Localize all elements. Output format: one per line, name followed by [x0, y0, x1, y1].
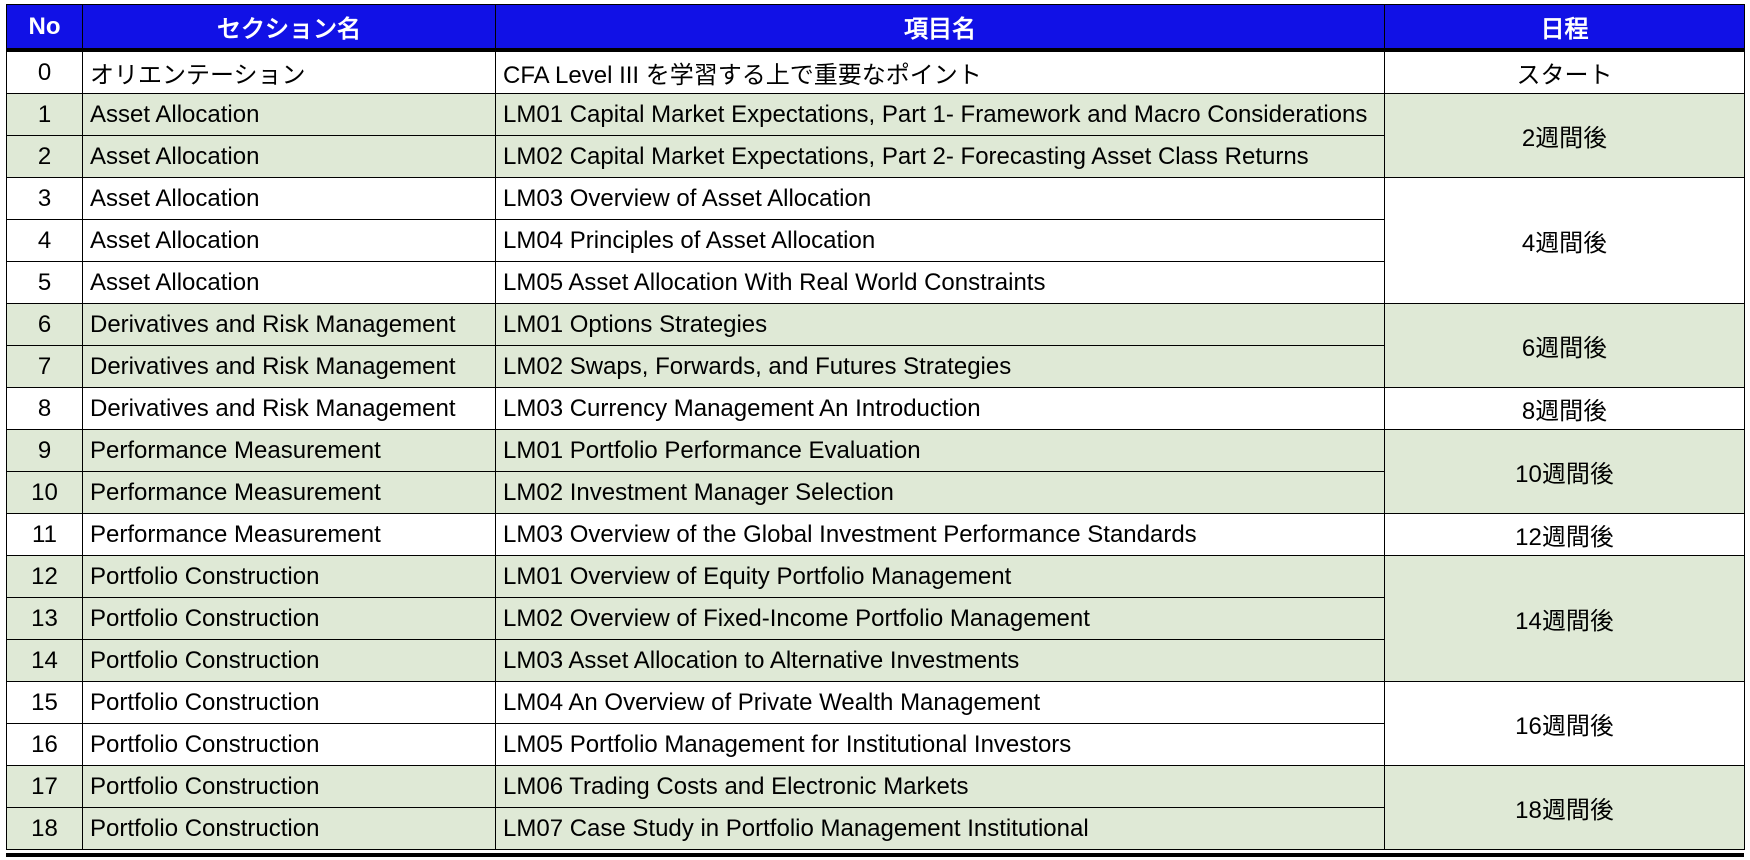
- cell-schedule[interactable]: 2週間後: [1384, 93, 1745, 178]
- cell-section[interactable]: Asset Allocation: [82, 93, 496, 136]
- table-row: 8 Derivatives and Risk Management LM03 Cur…: [6, 387, 1745, 430]
- cell-section[interactable]: Portfolio Construction: [82, 765, 496, 808]
- table-row: 7 Derivatives and Risk Management LM02 Swa…: [6, 345, 1745, 388]
- cell-section[interactable]: Portfolio Construction: [82, 555, 496, 598]
- header-row: No セクション名 項目名 日程: [6, 4, 1745, 52]
- cell-no[interactable]: 3: [6, 177, 83, 220]
- cell-item[interactable]: LM02 Capital Market Expectations, Part 2…: [495, 135, 1385, 178]
- cell-section[interactable]: Derivatives and Risk Management: [82, 303, 496, 346]
- table-row: 3 Asset Allocation LM03 Overview of Asset …: [6, 177, 1745, 304]
- table-row: 13 Portfolio Construction LM02 Overview of…: [6, 597, 1745, 640]
- header-schedule[interactable]: 日程: [1384, 4, 1745, 52]
- cell-item[interactable]: LM03 Asset Allocation to Alternative Inv…: [495, 639, 1385, 682]
- table-row: 6 Derivatives and Risk Management LM01 Opt…: [6, 303, 1745, 388]
- cell-section[interactable]: Portfolio Construction: [82, 723, 496, 766]
- cell-item[interactable]: CFA Level III を学習する上で重要なポイント: [495, 49, 1385, 94]
- cell-section[interactable]: Performance Measurement: [82, 513, 496, 556]
- table-row: 10 Performance Measurement LM02 Investment…: [6, 471, 1745, 514]
- cell-item[interactable]: LM07 Case Study in Portfolio Management …: [495, 807, 1385, 850]
- table-row: 14 Portfolio Construction LM03 Asset Alloc…: [6, 639, 1745, 682]
- cell-section[interactable]: Portfolio Construction: [82, 681, 496, 724]
- table-body: 0 オリエンテーション CFA Level III を学習する上で重要なポイント スタ…: [6, 49, 1745, 850]
- cell-no[interactable]: 16: [6, 723, 83, 766]
- cell-no[interactable]: 11: [6, 513, 83, 556]
- cell-section[interactable]: オリエンテーション: [82, 49, 496, 94]
- table-row: 4 Asset Allocation LM04 Principles of Asse…: [6, 219, 1745, 262]
- cell-no[interactable]: 18: [6, 807, 83, 850]
- cell-no[interactable]: 6: [6, 303, 83, 346]
- cell-no[interactable]: 1: [6, 93, 83, 136]
- cell-item[interactable]: LM02 Swaps, Forwards, and Futures Strate…: [495, 345, 1385, 388]
- header-item[interactable]: 項目名: [495, 4, 1385, 52]
- cell-schedule[interactable]: 4週間後: [1384, 177, 1745, 304]
- cell-item[interactable]: LM04 An Overview of Private Wealth Manag…: [495, 681, 1385, 724]
- cell-section[interactable]: Portfolio Construction: [82, 639, 496, 682]
- cell-section[interactable]: Asset Allocation: [82, 219, 496, 262]
- cell-item[interactable]: LM01 Capital Market Expectations, Part 1…: [495, 93, 1385, 136]
- cell-no[interactable]: 8: [6, 387, 83, 430]
- cell-no[interactable]: 2: [6, 135, 83, 178]
- table-row: 1 Asset Allocation LM01 Capital Market Exp…: [6, 93, 1745, 178]
- spreadsheet-table-container: No セクション名 項目名 日程 0 オリエンテーション CFA Level III…: [6, 4, 1745, 850]
- header-section[interactable]: セクション名: [82, 4, 496, 52]
- cell-schedule[interactable]: スタート: [1384, 49, 1745, 94]
- cell-section[interactable]: Asset Allocation: [82, 135, 496, 178]
- cell-item[interactable]: LM01 Portfolio Performance Evaluation: [495, 429, 1385, 472]
- cell-section[interactable]: Derivatives and Risk Management: [82, 345, 496, 388]
- cell-item[interactable]: LM06 Trading Costs and Electronic Market…: [495, 765, 1385, 808]
- table-row: 12 Portfolio Construction LM01 Overview of…: [6, 555, 1745, 682]
- table-row: 11 Performance Measurement LM03 Overview o…: [6, 513, 1745, 556]
- cell-schedule[interactable]: 12週間後: [1384, 513, 1745, 556]
- cell-section[interactable]: Asset Allocation: [82, 177, 496, 220]
- cell-no[interactable]: 17: [6, 765, 83, 808]
- cell-section[interactable]: Portfolio Construction: [82, 597, 496, 640]
- cell-item[interactable]: LM01 Overview of Equity Portfolio Manage…: [495, 555, 1385, 598]
- cell-item[interactable]: LM01 Options Strategies: [495, 303, 1385, 346]
- cell-item[interactable]: LM03 Overview of the Global Investment P…: [495, 513, 1385, 556]
- table-row: 2 Asset Allocation LM02 Capital Market Exp…: [6, 135, 1745, 178]
- cell-item[interactable]: LM04 Principles of Asset Allocation: [495, 219, 1385, 262]
- cell-no[interactable]: 9: [6, 429, 83, 472]
- cell-no[interactable]: 13: [6, 597, 83, 640]
- cell-schedule[interactable]: 14週間後: [1384, 555, 1745, 682]
- cell-schedule[interactable]: 10週間後: [1384, 429, 1745, 514]
- cell-no[interactable]: 10: [6, 471, 83, 514]
- table-row: 16 Portfolio Construction LM05 Portfolio M…: [6, 723, 1745, 766]
- cell-no[interactable]: 5: [6, 261, 83, 304]
- cell-schedule[interactable]: 16週間後: [1384, 681, 1745, 766]
- cell-section[interactable]: Asset Allocation: [82, 261, 496, 304]
- cell-section[interactable]: Derivatives and Risk Management: [82, 387, 496, 430]
- table-row: 0 オリエンテーション CFA Level III を学習する上で重要なポイント スタ…: [6, 49, 1745, 94]
- table-row: 5 Asset Allocation LM05 Asset Allocation W…: [6, 261, 1745, 304]
- cell-section[interactable]: Performance Measurement: [82, 429, 496, 472]
- cell-no[interactable]: 12: [6, 555, 83, 598]
- table-row: 18 Portfolio Construction LM07 Case Study …: [6, 807, 1745, 850]
- schedule-table: No セクション名 項目名 日程 0 オリエンテーション CFA Level III…: [6, 4, 1745, 850]
- cell-item[interactable]: LM05 Asset Allocation With Real World Co…: [495, 261, 1385, 304]
- cell-item[interactable]: LM02 Overview of Fixed-Income Portfolio …: [495, 597, 1385, 640]
- cell-item[interactable]: LM03 Currency Management An Introduction: [495, 387, 1385, 430]
- cell-schedule[interactable]: 8週間後: [1384, 387, 1745, 430]
- table-row: 17 Portfolio Construction LM06 Trading Cos…: [6, 765, 1745, 850]
- cell-no[interactable]: 7: [6, 345, 83, 388]
- cell-item[interactable]: LM03 Overview of Asset Allocation: [495, 177, 1385, 220]
- table-row: 9 Performance Measurement LM01 Portfolio P…: [6, 429, 1745, 514]
- cell-schedule[interactable]: 6週間後: [1384, 303, 1745, 388]
- cell-section[interactable]: Performance Measurement: [82, 471, 496, 514]
- cell-schedule[interactable]: 18週間後: [1384, 765, 1745, 850]
- cell-section[interactable]: Portfolio Construction: [82, 807, 496, 850]
- header-no[interactable]: No: [6, 4, 83, 52]
- cell-no[interactable]: 15: [6, 681, 83, 724]
- table-row: 15 Portfolio Construction LM04 An Overview…: [6, 681, 1745, 766]
- cell-item[interactable]: LM02 Investment Manager Selection: [495, 471, 1385, 514]
- cell-item[interactable]: LM05 Portfolio Management for Institutio…: [495, 723, 1385, 766]
- cell-no[interactable]: 4: [6, 219, 83, 262]
- cell-no[interactable]: 0: [6, 49, 83, 94]
- cell-no[interactable]: 14: [6, 639, 83, 682]
- bottom-border: [6, 853, 1744, 857]
